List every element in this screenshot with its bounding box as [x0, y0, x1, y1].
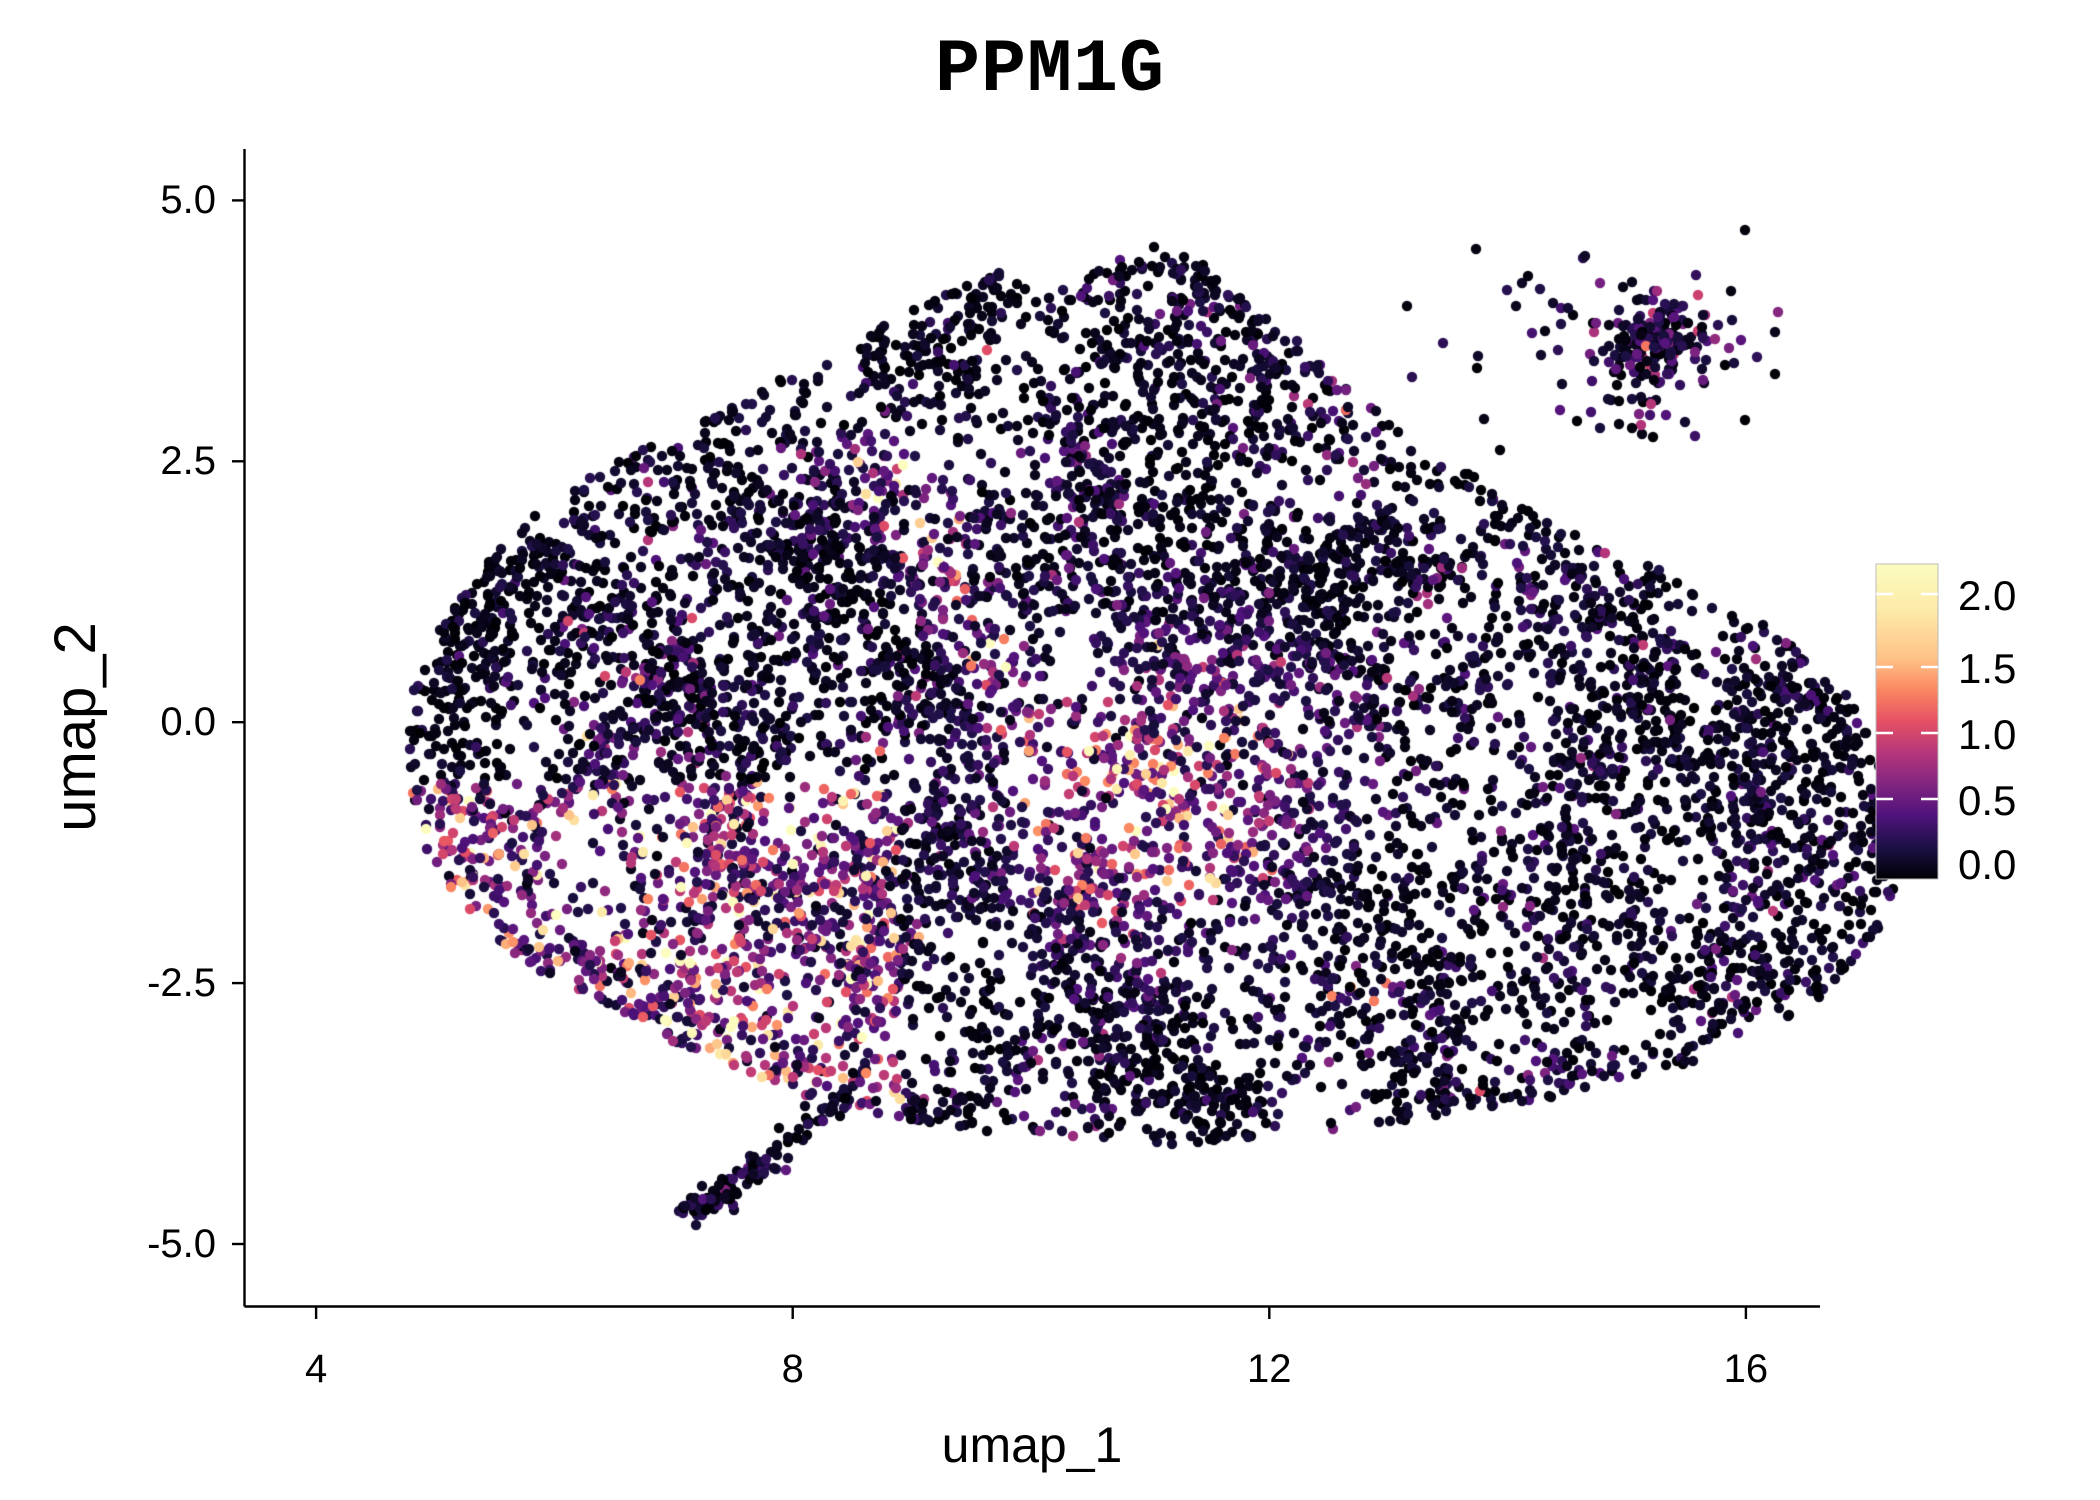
svg-text:4: 4	[305, 1347, 327, 1391]
svg-text:2.0: 2.0	[1958, 572, 2016, 619]
svg-text:5.0: 5.0	[160, 178, 216, 222]
svg-text:0.5: 0.5	[1958, 777, 2016, 824]
svg-text:0.0: 0.0	[1958, 841, 2016, 888]
svg-text:2.5: 2.5	[160, 439, 216, 483]
svg-text:8: 8	[782, 1347, 804, 1391]
svg-text:16: 16	[1724, 1347, 1769, 1391]
svg-text:-2.5: -2.5	[147, 961, 216, 1005]
svg-text:umap_1: umap_1	[942, 1417, 1123, 1473]
svg-text:1.5: 1.5	[1958, 645, 2016, 692]
svg-text:12: 12	[1247, 1347, 1292, 1391]
svg-text:umap_2: umap_2	[43, 622, 108, 832]
svg-text:0.0: 0.0	[160, 700, 216, 744]
svg-text:1.0: 1.0	[1958, 711, 2016, 758]
svg-text:-5.0: -5.0	[147, 1222, 216, 1266]
